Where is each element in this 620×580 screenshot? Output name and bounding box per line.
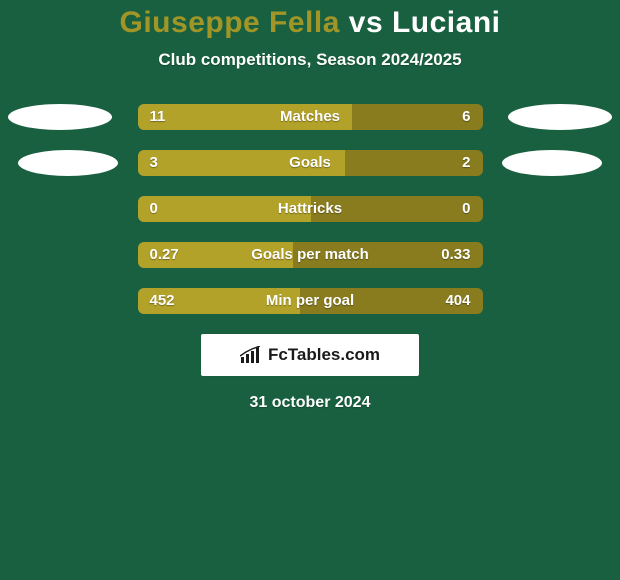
player-marker-right-1 bbox=[508, 104, 612, 130]
title-player-right: vs Luciani bbox=[340, 6, 501, 39]
bar-right bbox=[345, 150, 483, 176]
bar-left bbox=[138, 196, 311, 222]
chart-icon bbox=[240, 346, 262, 364]
bar-right bbox=[293, 242, 483, 268]
bar-left bbox=[138, 104, 352, 130]
date-text: 31 october 2024 bbox=[0, 394, 620, 412]
bar-right bbox=[300, 288, 483, 314]
stat-row: Min per goal452404 bbox=[138, 288, 483, 314]
player-marker-left-1 bbox=[8, 104, 112, 130]
bar-left bbox=[138, 288, 300, 314]
player-marker-right-2 bbox=[502, 150, 602, 176]
brand-badge: FcTables.com bbox=[201, 334, 419, 376]
bar-left bbox=[138, 150, 345, 176]
bar-right bbox=[311, 196, 483, 222]
stat-row: Hattricks00 bbox=[138, 196, 483, 222]
title-player-left: Giuseppe Fella bbox=[120, 6, 340, 39]
brand-text: FcTables.com bbox=[268, 345, 380, 365]
comparison-chart: Matches116 Goals32 Hattricks00 Goals per ma… bbox=[0, 104, 620, 314]
stat-rows-container: Matches116 Goals32 Hattricks00 Goals per ma… bbox=[0, 104, 620, 314]
stat-row: Matches116 bbox=[138, 104, 483, 130]
bar-right bbox=[352, 104, 483, 130]
stat-row: Goals per match0.270.33 bbox=[138, 242, 483, 268]
bar-left bbox=[138, 242, 293, 268]
player-marker-left-2 bbox=[18, 150, 118, 176]
page-root: Giuseppe Fella vs Luciani Club competiti… bbox=[0, 0, 620, 580]
page-subtitle: Club competitions, Season 2024/2025 bbox=[0, 50, 620, 70]
page-title: Giuseppe Fella vs Luciani bbox=[0, 6, 620, 40]
stat-row: Goals32 bbox=[138, 150, 483, 176]
